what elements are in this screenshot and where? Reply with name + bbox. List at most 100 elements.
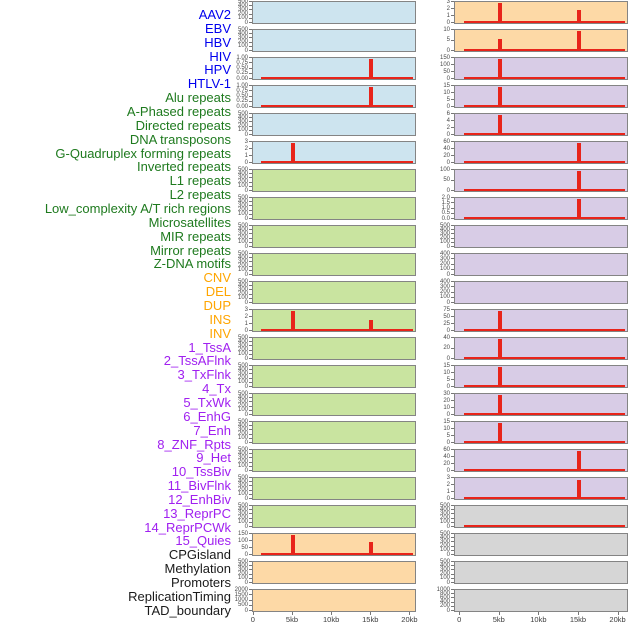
y-tick-label: 100 [237, 379, 248, 386]
y-tick-label: 100 [439, 294, 450, 301]
y-tick-mark [249, 477, 252, 478]
y-tick-mark [451, 50, 454, 51]
signal-peak [497, 115, 502, 135]
y-tick-label: 500 [237, 26, 248, 33]
y-tick-label: 0.75 [236, 59, 248, 66]
track-label: L1 repeats [169, 173, 231, 189]
y-tick-label: 200 [237, 123, 248, 130]
y-tick-mark [249, 569, 252, 571]
y-tick-mark [249, 397, 252, 399]
x-tick-mark [331, 612, 333, 615]
y-tick-label: 2 [244, 313, 248, 320]
y-tick-mark [451, 15, 454, 16]
y-tick-mark [249, 353, 252, 355]
y-tick-label: 0.00 [236, 75, 248, 82]
y-tick-label: 0 [446, 327, 450, 334]
y-tick-mark [451, 554, 454, 555]
signal-baseline [464, 497, 625, 499]
y-tick-label: 0.5 [441, 210, 450, 217]
y-tick-label: 300 [237, 118, 248, 125]
track-panel [454, 141, 628, 164]
y-tick-mark [249, 481, 252, 483]
y-tick-label: 0 [244, 411, 248, 418]
y-tick-mark [249, 429, 252, 431]
y-tick-mark [451, 386, 454, 387]
y-tick-mark [249, 337, 252, 338]
y-tick-mark [249, 449, 252, 450]
y-tick-label: 200 [237, 459, 248, 466]
y-tick-label: 200 [237, 11, 248, 18]
y-tick-label: 300 [439, 510, 450, 517]
y-tick-mark [451, 92, 454, 93]
y-tick-mark [249, 437, 252, 439]
signal-peak [497, 395, 502, 415]
y-tick-mark [451, 421, 454, 422]
y-tick-label: 200 [237, 291, 248, 298]
y-tick-label: 400 [237, 366, 248, 373]
track-panel [454, 421, 628, 444]
y-tick-label: 500 [439, 558, 450, 565]
y-tick-label: 1.00 [236, 82, 248, 89]
signal-baseline [261, 553, 413, 555]
track-label: AAV2 [198, 7, 231, 22]
y-tick-label: 5 [446, 37, 450, 43]
y-tick-label: 300 [439, 566, 450, 573]
y-tick-mark [451, 190, 454, 191]
y-tick-label: 0 [446, 383, 450, 390]
track-panel [454, 57, 628, 80]
y-tick-mark [249, 253, 252, 254]
y-tick-mark [451, 537, 454, 539]
y-tick-label: 15 [443, 82, 450, 89]
x-tick-label: 15kb [362, 615, 379, 624]
y-tick-mark [249, 257, 252, 259]
track-panel [454, 477, 628, 500]
y-tick-mark [249, 293, 252, 295]
y-tick-label: 50 [443, 177, 450, 183]
y-tick-mark [249, 185, 252, 187]
y-tick-label: 100 [237, 491, 248, 498]
y-tick-label: 3 [244, 306, 248, 313]
y-tick-mark [451, 513, 454, 515]
y-tick-label: 100 [237, 15, 248, 22]
signal-baseline [464, 105, 625, 107]
y-tick-mark [249, 162, 252, 163]
y-tick-label: 300 [237, 286, 248, 293]
y-tick-label: 0 [244, 467, 248, 474]
y-tick-mark [451, 358, 454, 359]
y-tick-label: 0.25 [236, 98, 248, 105]
y-tick-label: 0 [446, 439, 450, 446]
y-tick-label: 800 [439, 590, 450, 597]
track-label: HPV [204, 62, 231, 78]
signal-peak [497, 59, 502, 79]
y-tick-label: 400 [237, 478, 248, 485]
y-tick-label: 400 [237, 282, 248, 289]
y-tick-mark [249, 316, 252, 317]
y-tick-label: 0 [244, 327, 248, 334]
y-tick-mark [451, 477, 454, 478]
y-tick-label: 100 [439, 239, 450, 246]
signal-baseline [464, 217, 625, 219]
y-tick-label: 0 [244, 215, 248, 222]
y-tick-label: 0.00 [236, 103, 248, 110]
y-tick-mark [451, 526, 454, 527]
y-tick-mark [451, 407, 454, 408]
y-tick-mark [249, 181, 252, 183]
y-tick-mark [249, 41, 252, 43]
y-tick-label: 5 [446, 432, 450, 439]
y-tick-mark [249, 100, 252, 102]
y-tick-mark [249, 323, 252, 324]
y-tick-label: 200 [439, 289, 450, 295]
y-tick-label: 0 [244, 271, 248, 278]
y-tick-label: 400 [237, 562, 248, 569]
x-tick-mark [252, 612, 254, 615]
y-tick-label: 500 [237, 602, 248, 609]
track-label: DEL [205, 284, 231, 300]
y-tick-mark [451, 545, 454, 547]
y-tick-label: 200 [237, 263, 248, 270]
y-tick-mark [249, 509, 252, 511]
y-tick-label: 0 [244, 551, 248, 558]
y-tick-label: 1000 [234, 597, 248, 603]
x-tick-label: 10kb [322, 615, 340, 624]
y-tick-label: 200 [439, 235, 450, 242]
y-tick-mark [249, 393, 252, 394]
